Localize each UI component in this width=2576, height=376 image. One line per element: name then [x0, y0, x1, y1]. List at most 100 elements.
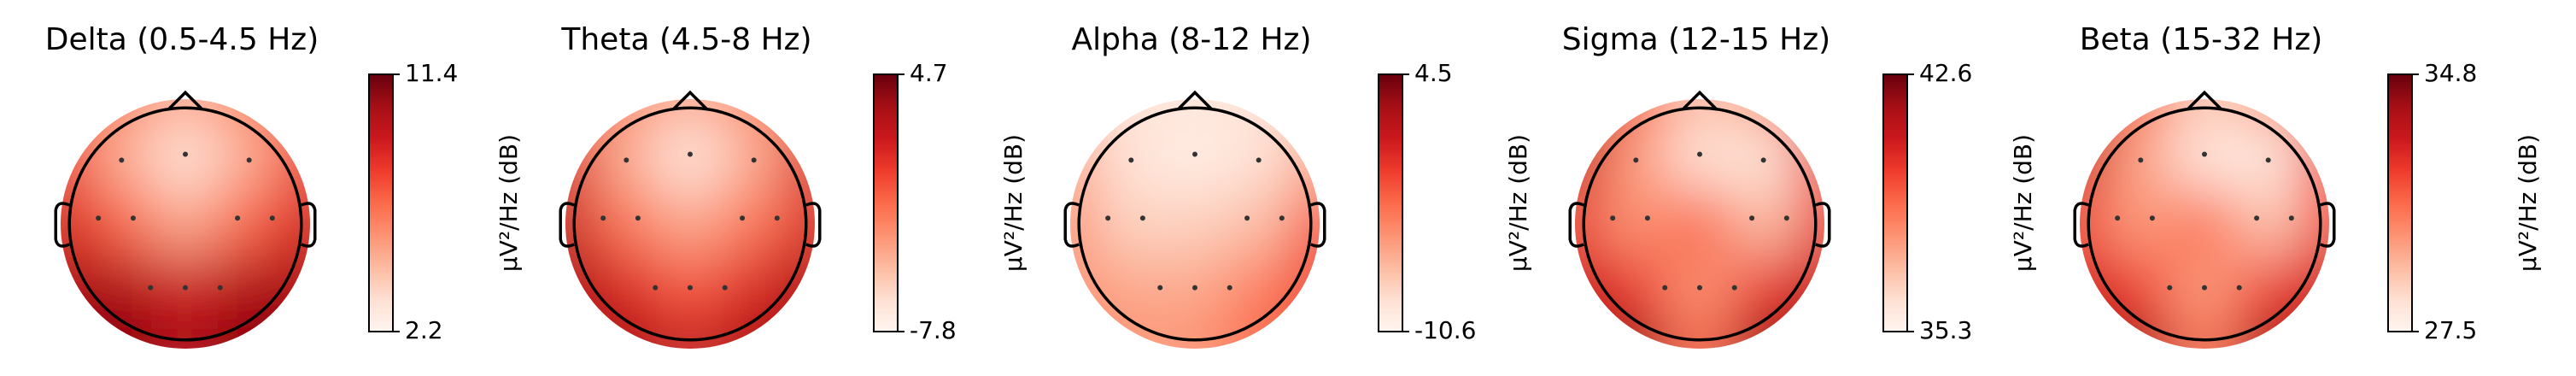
- colorbar-label: µV²/Hz (dB): [2514, 134, 2542, 272]
- heat-cell: [1598, 99, 1667, 125]
- sensor: [1697, 151, 1702, 157]
- heat-cell: [284, 122, 310, 191]
- colorbar-tick-label: 34.8: [2424, 59, 2477, 87]
- heat-cell: [61, 323, 86, 349]
- heat-cell: [565, 189, 591, 259]
- heat-cell: [1799, 122, 1824, 191]
- sensor: [148, 285, 154, 291]
- heat-cell: [1227, 122, 1297, 191]
- heat-cell: [723, 122, 792, 191]
- sensor: [653, 285, 659, 291]
- sensor: [1105, 215, 1111, 221]
- heat-cell: [2169, 189, 2239, 259]
- heat-cell: [84, 189, 153, 259]
- sensor: [751, 157, 757, 163]
- heat-cell: [1227, 99, 1297, 125]
- heat-cell: [1070, 99, 1096, 125]
- heat-cell: [284, 189, 310, 259]
- heat-cell: [565, 323, 591, 349]
- heat-cell: [150, 256, 220, 326]
- heat-cell: [218, 256, 287, 326]
- heat-cell: [1598, 189, 1667, 259]
- heat-cell: [655, 323, 725, 349]
- heat-cell: [2080, 189, 2105, 259]
- sensor: [2265, 157, 2271, 163]
- heat-cell: [1598, 122, 1667, 191]
- ear: [301, 202, 317, 248]
- heat-cell: [61, 256, 86, 326]
- sensor: [1610, 215, 1616, 221]
- sensor: [2236, 285, 2242, 291]
- ear: [2320, 202, 2336, 248]
- heat-cell: [150, 189, 220, 259]
- heat-cell: [2080, 323, 2105, 349]
- heat-cell: [723, 189, 792, 259]
- heat-cell: [1160, 122, 1230, 191]
- heat-cells: [565, 99, 815, 349]
- sensor: [1139, 215, 1145, 221]
- colorbar-tick-label: 27.5: [2424, 316, 2477, 344]
- sensor: [624, 157, 629, 163]
- sensor: [1783, 215, 1789, 221]
- heat-cell: [1665, 122, 1735, 191]
- head-outline: [1582, 106, 1818, 342]
- heat-cell: [2304, 189, 2329, 259]
- heat-cell: [588, 189, 658, 259]
- topomap-panel: Delta (0.5-4.5 Hz) 2.2 11.4 µV²/Hz (dB): [45, 22, 523, 349]
- sensor: [235, 215, 241, 221]
- sensor: [2167, 285, 2173, 291]
- heat-cell: [2103, 256, 2172, 326]
- sensor: [774, 215, 780, 221]
- ear: [1815, 202, 1831, 248]
- heat-cell: [218, 99, 287, 125]
- sensor: [2149, 215, 2155, 221]
- colorbar-tick-label: 42.6: [1919, 59, 1972, 87]
- heat-cell: [218, 122, 287, 191]
- head-outline: [67, 106, 303, 342]
- heat-cell: [789, 256, 815, 326]
- heat-cell: [2080, 99, 2105, 125]
- colorbar-tick-label: -7.8: [910, 316, 957, 344]
- sensor: [1697, 285, 1702, 291]
- colorbar-label: µV²/Hz (dB): [495, 134, 523, 272]
- ear: [2073, 202, 2089, 248]
- heat-cell: [1160, 99, 1230, 125]
- panel-title: Delta (0.5-4.5 Hz): [45, 22, 319, 57]
- heat-cell: [789, 323, 815, 349]
- nose: [671, 90, 709, 111]
- heat-cell: [565, 122, 591, 191]
- heat-field: [1070, 99, 1320, 349]
- heat-cell: [1575, 323, 1601, 349]
- heat-cell: [150, 122, 220, 191]
- heat-cell: [655, 122, 725, 191]
- heat-cell: [1294, 323, 1320, 349]
- heat-cell: [1093, 99, 1162, 125]
- panel-title: Theta (4.5-8 Hz): [560, 22, 811, 57]
- heat-cell: [1070, 189, 1096, 259]
- heat-cell: [789, 99, 815, 125]
- sensor: [96, 215, 102, 221]
- heat-field: [2080, 99, 2329, 349]
- heat-cell: [655, 256, 725, 326]
- heat-cell: [655, 189, 725, 259]
- sensor: [1279, 215, 1285, 221]
- heat-cells: [2080, 99, 2329, 349]
- colorbar-tick-label: 2.2: [405, 316, 443, 344]
- heat-cell: [588, 99, 658, 125]
- heat-cell: [1799, 99, 1824, 125]
- heat-cell: [723, 99, 792, 125]
- heat-field: [565, 99, 815, 349]
- heat-field: [61, 99, 310, 349]
- heat-cell: [1093, 256, 1162, 326]
- heat-cell: [1598, 256, 1667, 326]
- heat-cell: [1732, 99, 1801, 125]
- heat-cell: [2304, 122, 2329, 191]
- topomap-panel: Beta (15-32 Hz) 27.5 34.8 µV²/Hz (dB): [2073, 22, 2542, 349]
- heat-cell: [84, 256, 153, 326]
- heat-cell: [789, 189, 815, 259]
- heat-cell: [1575, 256, 1601, 326]
- colorbar-tick-label: 11.4: [405, 59, 458, 87]
- heat-cell: [1227, 189, 1297, 259]
- colorbar-label: µV²/Hz (dB): [2009, 134, 2037, 272]
- colorbar-label: µV²/Hz (dB): [999, 134, 1027, 272]
